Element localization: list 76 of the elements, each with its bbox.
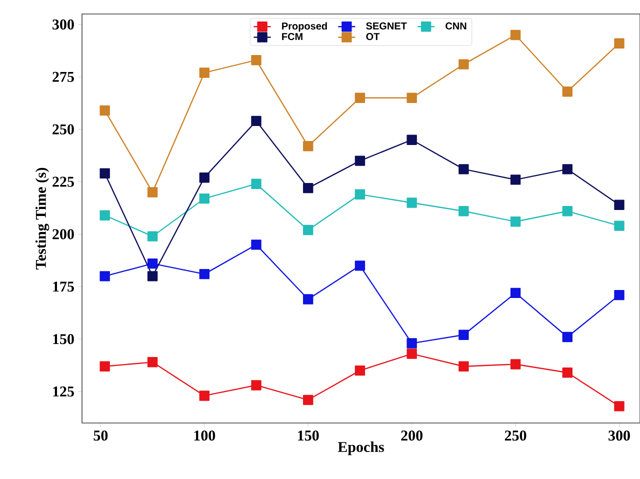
x-tick-label: 100	[194, 430, 216, 441]
y-tick-label: 300	[52, 19, 74, 30]
point	[562, 332, 572, 342]
point	[458, 330, 469, 340]
x-tick-label: 250	[504, 430, 526, 441]
point	[100, 168, 110, 178]
point	[562, 86, 572, 97]
legend-label: FCM	[282, 33, 302, 40]
legend-label: Proposed	[282, 22, 327, 32]
point	[199, 390, 210, 401]
point	[100, 105, 110, 116]
point	[354, 260, 366, 271]
point	[614, 220, 624, 231]
y-tick-label: 150	[53, 334, 74, 344]
point	[510, 30, 521, 40]
y-tick-label: 175	[53, 282, 74, 292]
point	[251, 55, 262, 66]
point	[303, 294, 314, 304]
y-tick-label: 250	[52, 124, 74, 134]
point	[406, 134, 417, 145]
point	[199, 193, 210, 204]
point	[614, 290, 624, 300]
point	[147, 231, 158, 242]
point	[614, 200, 624, 210]
x-tick-label: 150	[298, 430, 319, 441]
y-tick-label: 225	[52, 176, 74, 187]
point	[562, 206, 572, 216]
y-axis-title: Testing Time (s)	[35, 168, 50, 270]
point	[147, 258, 158, 269]
point	[100, 271, 110, 282]
y-tick-label: 125	[53, 386, 74, 397]
point	[303, 224, 314, 236]
point	[562, 164, 572, 174]
point	[303, 141, 314, 152]
point	[251, 380, 262, 390]
point	[100, 361, 110, 372]
legend-label: OT	[366, 33, 380, 40]
point	[458, 59, 469, 70]
point	[303, 394, 314, 406]
point	[354, 365, 366, 376]
point	[303, 182, 314, 194]
point	[251, 116, 262, 126]
point	[510, 174, 521, 185]
point	[458, 164, 469, 174]
point	[147, 271, 158, 282]
point	[406, 198, 417, 208]
point	[614, 38, 624, 48]
point	[406, 92, 417, 103]
x-tick-label: 50	[94, 430, 108, 441]
x-tick-label: 200	[401, 430, 423, 441]
point	[510, 216, 521, 227]
point	[406, 338, 417, 348]
point	[100, 210, 110, 220]
point	[354, 92, 366, 103]
point	[354, 189, 366, 200]
point	[458, 206, 469, 216]
point	[510, 288, 521, 298]
point	[199, 68, 210, 78]
x-axis-title: Epochs	[338, 442, 384, 456]
point	[354, 156, 366, 166]
legend-label: SEGNET	[366, 22, 407, 30]
point	[406, 348, 417, 359]
point	[147, 187, 158, 198]
y-tick-label: 200	[52, 229, 74, 240]
point	[562, 368, 572, 378]
x-tick-label: 300	[608, 430, 630, 441]
point	[251, 240, 262, 250]
point	[199, 268, 210, 280]
point	[614, 401, 624, 412]
y-tick-label: 275	[52, 72, 74, 82]
point	[147, 357, 158, 368]
point	[510, 359, 521, 370]
legend-label: CNN	[446, 22, 466, 30]
point	[458, 361, 469, 372]
point	[251, 178, 262, 189]
point	[199, 172, 210, 183]
